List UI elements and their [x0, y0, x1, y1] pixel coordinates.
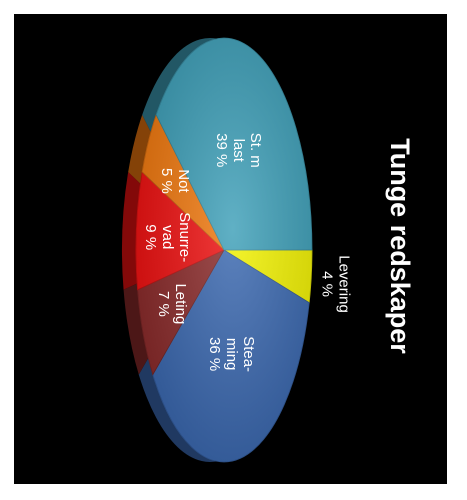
slice-label-0: Levering4 % [318, 255, 352, 313]
slice-label-3: Snurre-vad9 % [142, 212, 193, 262]
slice-label-line: ming [223, 338, 240, 371]
pie-chart: Levering4 % Stea-ming36 % Leting7 % Snurre-… [122, 37, 415, 463]
pie-slices [135, 37, 313, 463]
slice-label-1: Stea-ming36 % [206, 336, 257, 372]
slice-label-line: 36 % [206, 337, 223, 371]
slice-label-line: Levering [335, 255, 352, 313]
slice-label-line: Snurre- [176, 212, 193, 262]
slice-label-line: 5 % [158, 168, 175, 194]
slice-label-line: 7 % [155, 291, 172, 317]
slice-label-line: 9 % [142, 224, 159, 250]
slice-label-line: Leting [172, 283, 189, 324]
slice-label-2: Leting7 % [155, 283, 189, 324]
slice-label-line: Stea- [240, 336, 257, 372]
slice-label-line: St. m [247, 133, 264, 168]
slice-label-line: last [230, 139, 247, 163]
chart-title: Tunge redskaper [385, 138, 415, 354]
pie-labels: Levering4 % Stea-ming36 % Leting7 % Snurre-… [142, 133, 352, 372]
chart-background: Levering4 % Stea-ming36 % Leting7 % Snurre-… [14, 14, 447, 484]
slice-label-line: Not [175, 169, 192, 193]
slice-label-line: 39 % [213, 133, 230, 167]
slice-label-5: St. mlast39 % [213, 133, 264, 168]
slice-label-line: 4 % [318, 271, 335, 297]
slice-label-4: Not5 % [158, 168, 192, 194]
slice-label-line: vad [159, 225, 176, 249]
